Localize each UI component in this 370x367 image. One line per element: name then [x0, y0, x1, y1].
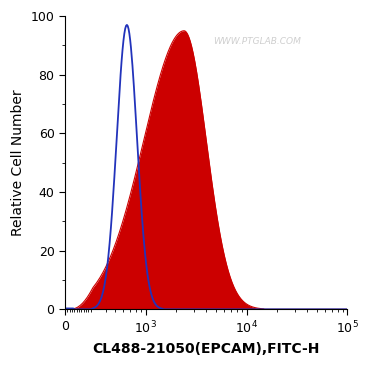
Text: WWW.PTGLAB.COM: WWW.PTGLAB.COM — [213, 37, 301, 46]
Y-axis label: Relative Cell Number: Relative Cell Number — [11, 90, 25, 236]
X-axis label: CL488-21050(EPCAM),FITC-H: CL488-21050(EPCAM),FITC-H — [92, 342, 320, 356]
